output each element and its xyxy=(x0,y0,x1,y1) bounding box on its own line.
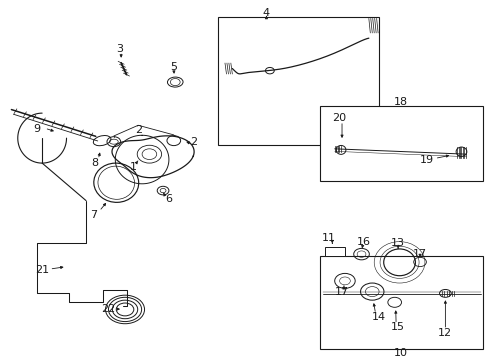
Text: 4: 4 xyxy=(263,8,269,18)
Text: 14: 14 xyxy=(371,312,385,321)
Polygon shape xyxy=(112,136,194,178)
Text: 15: 15 xyxy=(390,322,404,332)
Text: 21: 21 xyxy=(35,265,49,275)
Text: 2: 2 xyxy=(134,125,142,135)
Text: 1: 1 xyxy=(129,162,137,172)
Text: 7: 7 xyxy=(90,210,97,220)
Text: 19: 19 xyxy=(419,154,433,165)
Text: 22: 22 xyxy=(101,305,115,314)
Text: 2: 2 xyxy=(189,137,197,147)
Text: 11: 11 xyxy=(321,233,335,243)
Bar xyxy=(217,17,378,145)
Text: 6: 6 xyxy=(165,194,172,204)
Bar xyxy=(325,247,345,256)
Text: 17: 17 xyxy=(412,249,426,259)
Text: 5: 5 xyxy=(170,62,177,72)
Text: 17: 17 xyxy=(334,287,348,297)
Text: 3: 3 xyxy=(117,44,123,54)
Text: 20: 20 xyxy=(332,113,346,123)
Text: 12: 12 xyxy=(436,328,450,338)
Text: 16: 16 xyxy=(356,237,370,247)
Bar xyxy=(320,106,483,181)
Text: 13: 13 xyxy=(390,238,404,248)
Text: 8: 8 xyxy=(91,158,98,168)
Text: 10: 10 xyxy=(393,348,407,358)
Bar xyxy=(320,256,483,349)
Text: 9: 9 xyxy=(34,124,41,134)
Text: 18: 18 xyxy=(393,98,407,107)
